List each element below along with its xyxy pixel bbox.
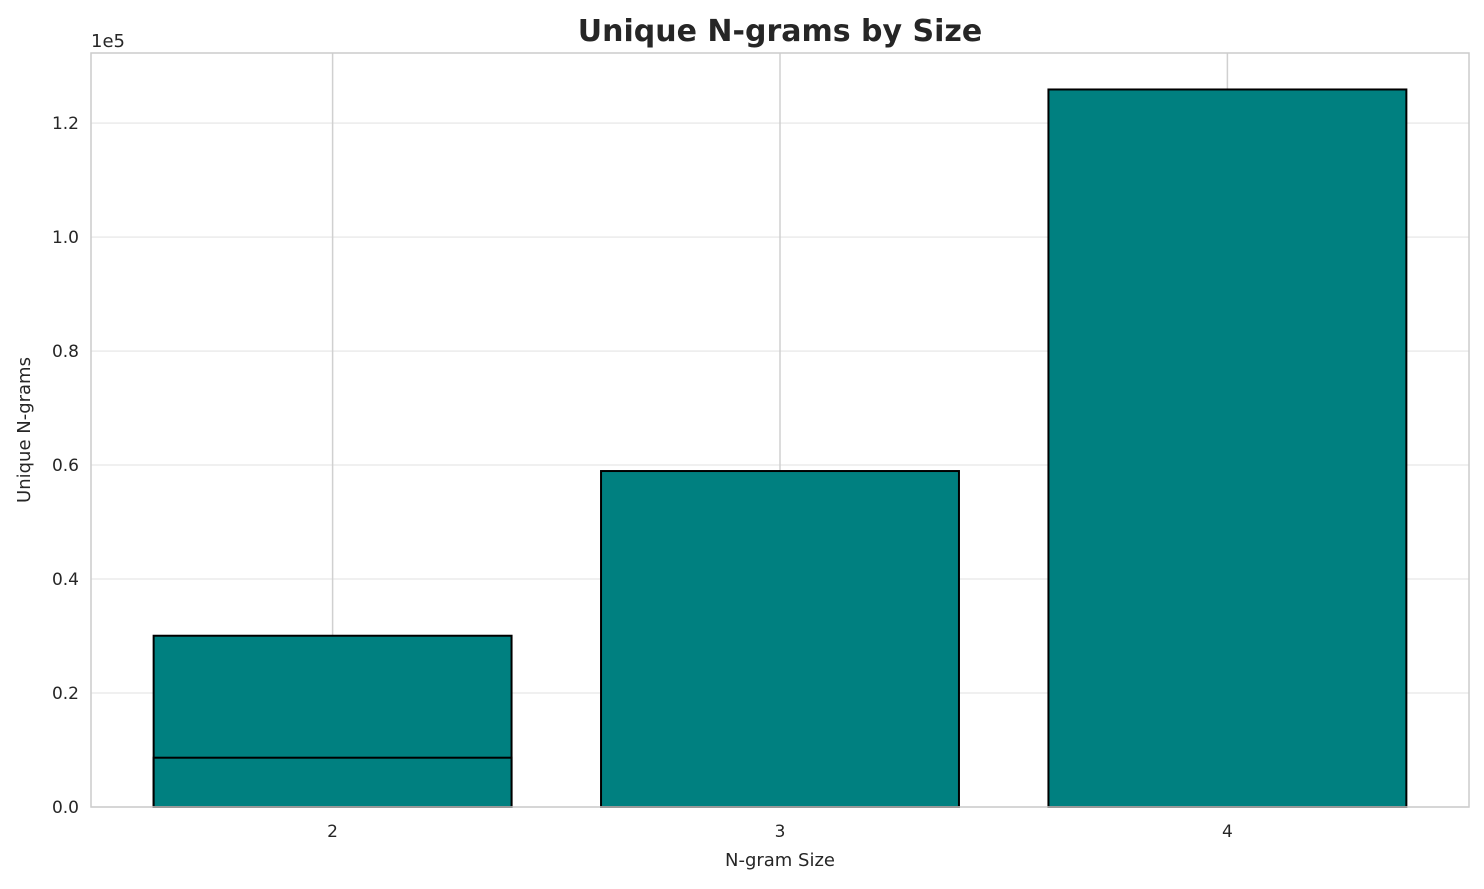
y-axis-offset-label: 1e5 xyxy=(91,31,125,52)
axes-frame xyxy=(90,52,1470,808)
x-axis-label: N-gram Size xyxy=(725,850,835,871)
y-tick-label: 1.2 xyxy=(52,114,79,134)
y-axis-label: Unique N-grams xyxy=(14,357,35,503)
chart-title: Unique N-grams by Size xyxy=(578,14,982,49)
y-tick-label: 0.6 xyxy=(52,456,79,476)
y-tick-label: 0.0 xyxy=(52,798,79,818)
y-tick-label: 0.2 xyxy=(52,684,79,704)
x-tick-label: 3 xyxy=(775,822,786,842)
bar xyxy=(1047,88,1408,809)
bar xyxy=(600,470,960,808)
bar xyxy=(152,756,513,809)
x-tick-label: 4 xyxy=(1222,822,1233,842)
ticks: 0.0 0.2 0.4 0.6 0.8 1.0 1.2 2 3 4 xyxy=(52,114,1233,842)
y-tick-label: 0.8 xyxy=(52,342,79,362)
x-tick-label: 2 xyxy=(327,822,338,842)
y-tick-label: 0.4 xyxy=(52,570,79,590)
y-tick-label: 1.0 xyxy=(52,228,79,248)
